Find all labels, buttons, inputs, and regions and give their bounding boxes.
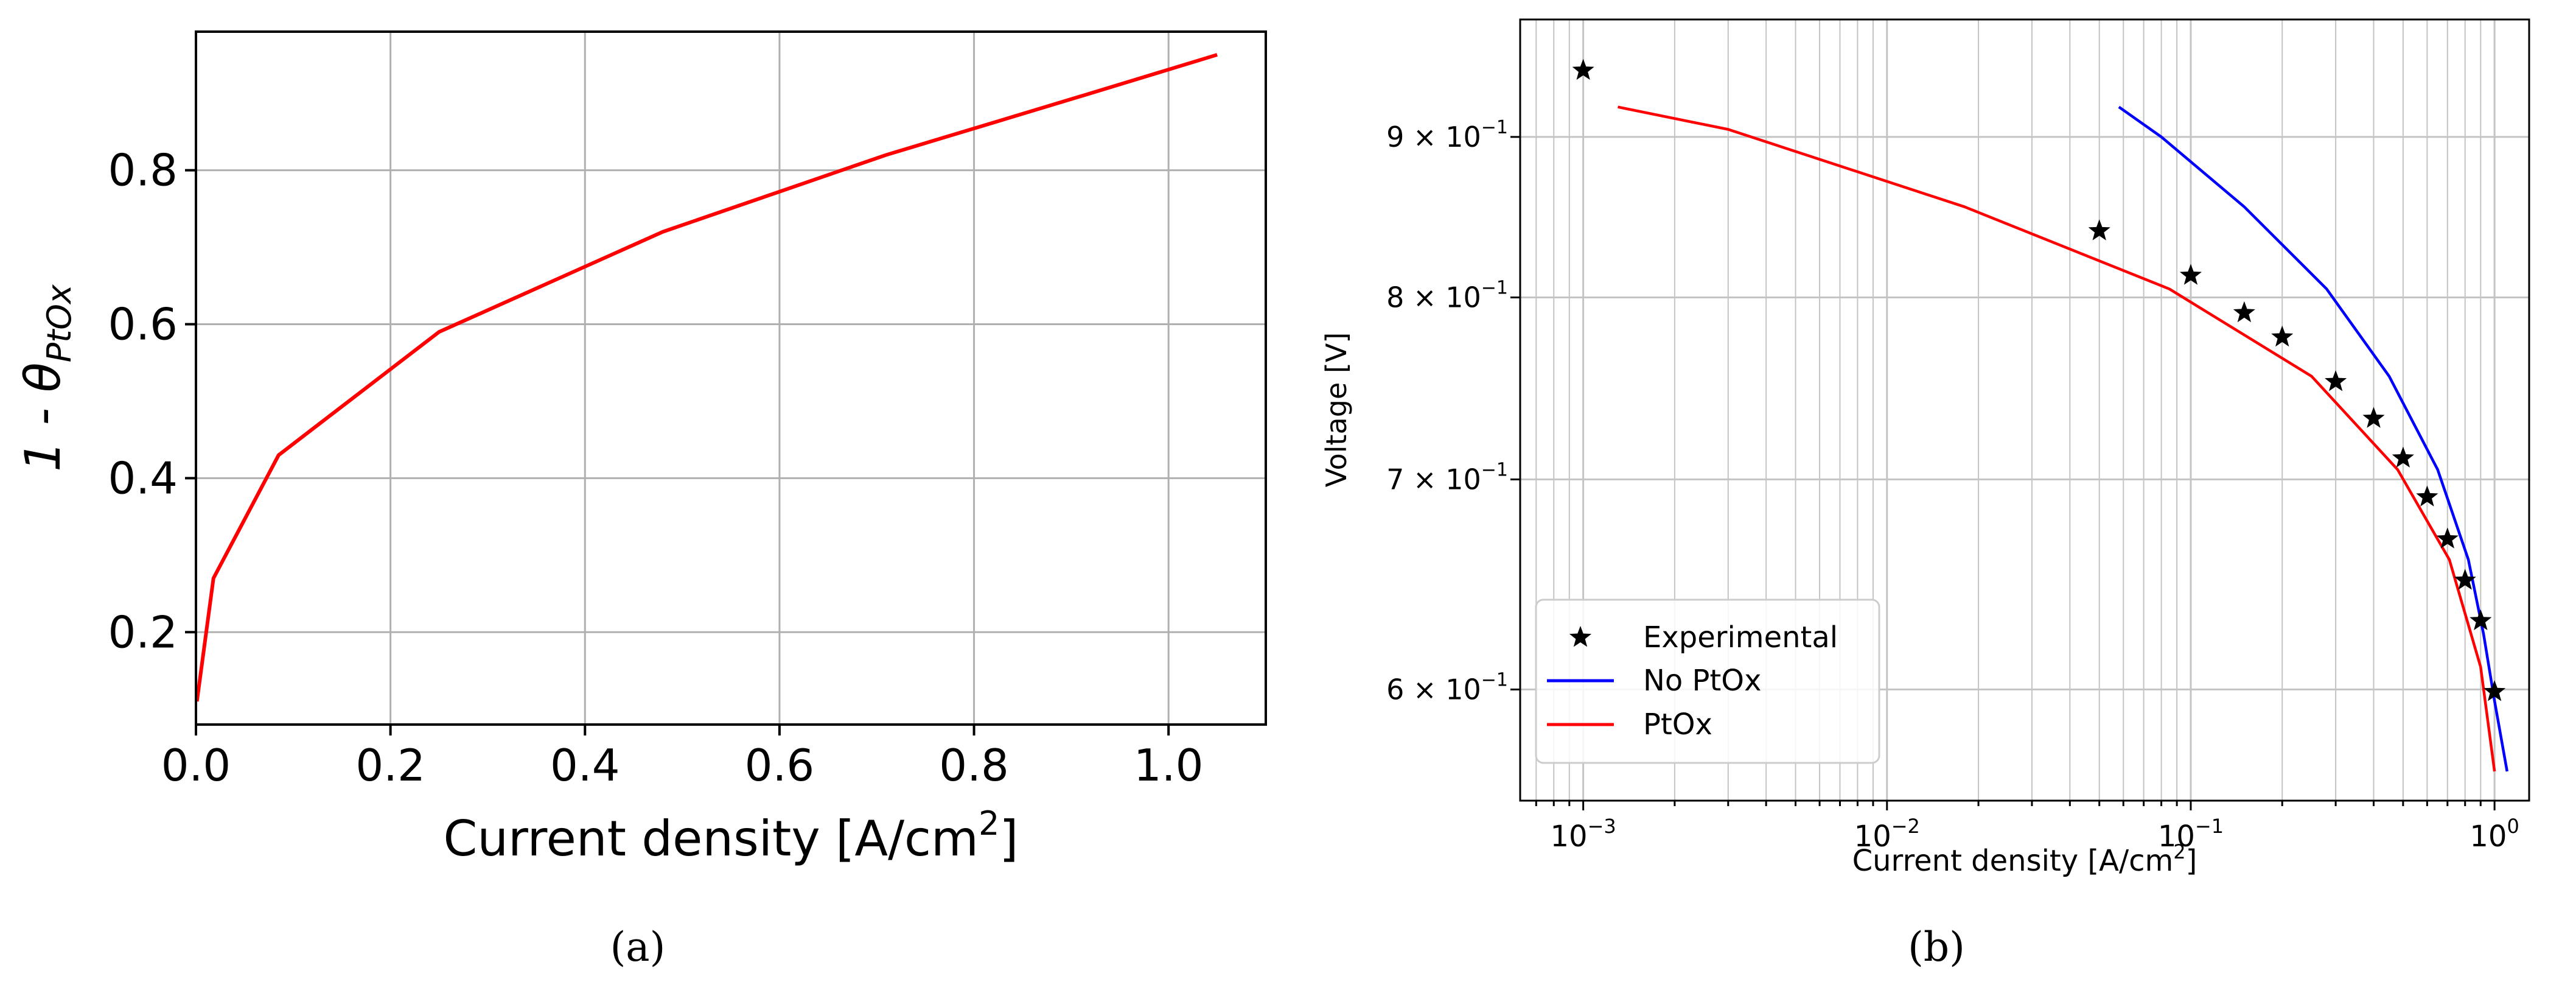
x-ticks-a: 0.0 0.2 0.4 0.6 0.8 1.0 <box>161 725 1204 791</box>
x-axis-label-b-sup: 2 <box>2173 840 2185 863</box>
legend-label: Experimental <box>1643 620 1838 655</box>
y-tick-label: 0.6 <box>108 298 178 349</box>
x-tick-label: 100 <box>2470 815 2519 854</box>
experimental-point <box>2470 609 2492 630</box>
y-tick-label: 0.8 <box>108 145 178 196</box>
y-axis-label-a-text: 1 - θ <box>15 362 71 472</box>
series-line-ptox <box>1618 105 2496 772</box>
y-ticks-b: 6 × 10−1 7 × 10−1 8 × 10−1 9 × 10−1 <box>1386 117 1520 706</box>
x-axis-label-a-sup: 2 <box>979 804 999 843</box>
x-tick-label: 0.8 <box>939 740 1009 791</box>
x-tick-label: 0.0 <box>161 740 231 791</box>
experimental-point <box>2392 446 2414 468</box>
y-tick-label: 9 × 10−1 <box>1386 117 1508 153</box>
x-tick-label: 1.0 <box>1134 740 1204 791</box>
experimental-markers <box>1572 58 2506 701</box>
x-axis-label-a: Current density [A/cm2] <box>443 804 1018 867</box>
legend-entries: Experimental No PtOx PtOx <box>1547 620 1838 742</box>
y-tick-label: 8 × 10−1 <box>1386 278 1508 314</box>
y-ticks-a: 0.2 0.4 0.6 0.8 <box>108 145 196 658</box>
experimental-point <box>1572 58 1594 80</box>
y-axis-label-b: Voltage [V] <box>1320 332 1353 488</box>
experimental-point <box>2436 527 2459 549</box>
experimental-point <box>2233 301 2255 323</box>
experimental-point <box>2362 407 2385 428</box>
panel-label-a: (a) <box>610 924 666 971</box>
legend-label: PtOx <box>1643 707 1712 742</box>
experimental-point <box>2454 569 2476 590</box>
x-tick-label: 10−3 <box>1551 815 1616 854</box>
x-tick-label: 10−1 <box>2158 815 2224 854</box>
y-tick-label: 7 × 10−1 <box>1386 459 1508 496</box>
panel-label-b: (b) <box>1908 924 1965 971</box>
plot-frame-a <box>195 30 1267 726</box>
x-axis-label-b: Current density [A/cm2] <box>1852 840 2197 878</box>
experimental-point <box>2088 219 2110 240</box>
x-tick-label: 10−2 <box>1854 815 1920 854</box>
x-tick-label: 0.4 <box>550 740 620 791</box>
y-tick-label: 6 × 10−1 <box>1386 669 1508 706</box>
series-line-no-ptox <box>2118 105 2509 772</box>
legend-box <box>1535 599 1880 764</box>
series-line-ptox-coverage <box>195 53 1218 702</box>
legend-b: Experimental No PtOx PtOx <box>1535 599 1880 764</box>
experimental-point <box>2484 680 2506 701</box>
legend-marker-experimental <box>1569 626 1592 647</box>
x-axis-label-a-text: Current density [A/cm <box>443 810 978 867</box>
experimental-point <box>2271 325 2294 347</box>
chart-a: 0.0 0.2 0.4 0.6 0.8 1.0 0.2 0.4 0.6 0.8 Current … <box>15 30 1267 971</box>
x-ticks-b: 10−3 10−2 10−1 100 <box>1535 801 2519 854</box>
plot-frame-b <box>1519 18 2530 802</box>
x-tick-label: 0.6 <box>745 740 815 791</box>
legend-label: No PtOx <box>1643 664 1761 698</box>
grid-a <box>195 32 1266 725</box>
y-tick-label: 0.4 <box>108 452 178 504</box>
x-axis-label-a-end: ] <box>999 810 1018 867</box>
x-tick-label: 0.2 <box>355 740 425 791</box>
experimental-point <box>2325 370 2347 391</box>
experimental-point <box>2416 485 2438 507</box>
y-tick-label: 0.2 <box>108 606 178 658</box>
x-axis-label-b-end: ] <box>2186 844 2197 878</box>
y-axis-label-a: 1 - θPtOx <box>15 284 79 472</box>
experimental-point <box>2179 264 2202 285</box>
chart-b: 10−3 10−2 10−1 100 6 × 10−1 7 × 10−1 8 × 10−1… <box>1320 18 2530 971</box>
x-axis-label-b-text: Current density [A/cm <box>1852 844 2174 878</box>
y-axis-label-a-sub: PtOx <box>40 284 79 362</box>
